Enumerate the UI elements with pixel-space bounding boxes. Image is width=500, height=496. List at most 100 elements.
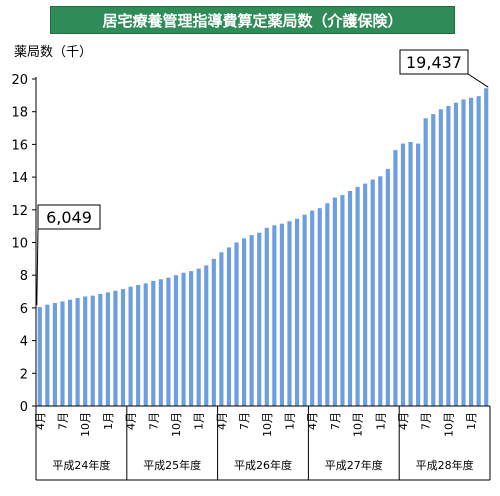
x-tick-label: 10月 xyxy=(352,412,365,437)
x-tick-label: 7月 xyxy=(238,412,251,430)
bar xyxy=(113,290,118,406)
bar xyxy=(355,186,360,406)
bar xyxy=(90,295,95,406)
bar xyxy=(257,232,262,406)
bar xyxy=(378,176,383,406)
bar xyxy=(340,195,345,406)
bar xyxy=(211,258,216,406)
fiscal-year-label: 平成27年度 xyxy=(325,458,383,472)
y-tick-label: 4 xyxy=(20,335,28,350)
x-axis-fiscal-year-labels: 平成24年度 平成25年度 平成26年度 平成27年度 平成28年度 xyxy=(52,458,473,472)
x-tick-label: 10月 xyxy=(442,412,455,437)
y-tick-label: 10 xyxy=(11,237,28,252)
bar xyxy=(476,96,481,406)
bar xyxy=(385,168,390,406)
bar xyxy=(453,102,459,407)
x-tick-label: 10月 xyxy=(261,412,274,437)
x-tick-label: 4月 xyxy=(397,412,410,430)
callout-label-end: 19,437 xyxy=(406,53,462,72)
x-tick-label: 7月 xyxy=(56,412,69,430)
callouts: 6,049 19,437 xyxy=(36,49,489,306)
x-tick-label: 4月 xyxy=(215,412,228,430)
callout-box-end xyxy=(399,49,469,75)
bars xyxy=(37,88,489,407)
bar xyxy=(431,114,436,406)
x-tick-label: 1月 xyxy=(283,412,296,430)
bar xyxy=(408,141,413,406)
bar xyxy=(98,294,103,406)
bar xyxy=(158,279,163,406)
bar xyxy=(423,118,428,407)
y-axis-ticks: 0 2 4 6 8 10 12 14 16 18 20 xyxy=(11,73,36,415)
bar xyxy=(484,88,489,406)
bar xyxy=(226,247,232,406)
bar xyxy=(52,302,57,406)
y-tick-label: 0 xyxy=(20,400,28,415)
bar xyxy=(264,227,269,406)
bar xyxy=(128,286,133,406)
bar xyxy=(166,277,171,406)
bar xyxy=(204,265,209,406)
x-tick-label: 1月 xyxy=(465,412,478,430)
bar xyxy=(416,143,421,406)
bar xyxy=(317,208,322,406)
bar xyxy=(196,268,201,406)
bar xyxy=(120,289,126,406)
fiscal-year-label: 平成25年度 xyxy=(143,458,201,472)
y-tick-label: 16 xyxy=(11,138,28,153)
x-tick-label: 4月 xyxy=(34,412,47,430)
x-tick-label: 10月 xyxy=(170,412,183,437)
bar xyxy=(67,299,73,406)
bar xyxy=(310,210,315,406)
x-tick-label: 10月 xyxy=(79,412,92,437)
callout-box-start xyxy=(37,204,101,230)
bar xyxy=(393,150,398,406)
bar xyxy=(446,105,451,406)
y-tick-label: 12 xyxy=(11,204,28,219)
bar xyxy=(279,223,284,406)
bar xyxy=(287,221,292,406)
bar xyxy=(75,298,80,406)
bar xyxy=(60,301,65,406)
x-tick-label: 1月 xyxy=(193,412,206,430)
chart-title: 居宅療養管理指導費算定薬局数（介護保険） xyxy=(50,6,455,34)
x-tick-label: 1月 xyxy=(102,412,115,430)
x-tick-label: 7月 xyxy=(147,412,160,430)
bar xyxy=(249,235,254,406)
bar xyxy=(173,275,179,406)
x-tick-label: 4月 xyxy=(125,412,138,430)
y-axis-label: 薬局数（千） xyxy=(14,45,92,60)
x-axis-month-labels: 4月 7月 10月 1月 4月 7月 10月 1月 4月 7月 10月 1月 4月 7月 10月 1月 4月 7月… xyxy=(34,412,478,437)
x-tick-label: 1月 xyxy=(374,412,387,430)
bar xyxy=(438,109,443,406)
bar xyxy=(219,252,224,406)
callout-label-start: 6,049 xyxy=(46,208,92,227)
bar xyxy=(461,99,466,406)
bar xyxy=(347,190,353,406)
bar xyxy=(234,242,239,406)
y-tick-label: 6 xyxy=(20,302,28,317)
x-tick-label: 4月 xyxy=(306,412,319,430)
bar xyxy=(181,272,186,406)
bar xyxy=(469,97,474,407)
bar xyxy=(136,285,141,406)
x-tick-label: 7月 xyxy=(420,412,433,430)
bar xyxy=(105,292,110,406)
bar xyxy=(302,214,307,406)
bar xyxy=(189,271,194,406)
fiscal-year-label: 平成26年度 xyxy=(234,458,292,472)
callout-leader-start xyxy=(36,228,39,306)
bar xyxy=(37,307,42,406)
x-tick-label: 7月 xyxy=(329,412,342,430)
bar xyxy=(370,179,375,406)
y-tick-label: 8 xyxy=(20,269,28,284)
fiscal-year-label: 平成24年度 xyxy=(52,458,110,472)
y-tick-label: 2 xyxy=(20,367,28,382)
axes xyxy=(35,77,491,481)
y-tick-label: 14 xyxy=(11,171,28,186)
bar xyxy=(83,296,88,406)
bar xyxy=(45,304,50,406)
bar xyxy=(294,218,300,406)
callout-leader-end xyxy=(467,73,489,88)
